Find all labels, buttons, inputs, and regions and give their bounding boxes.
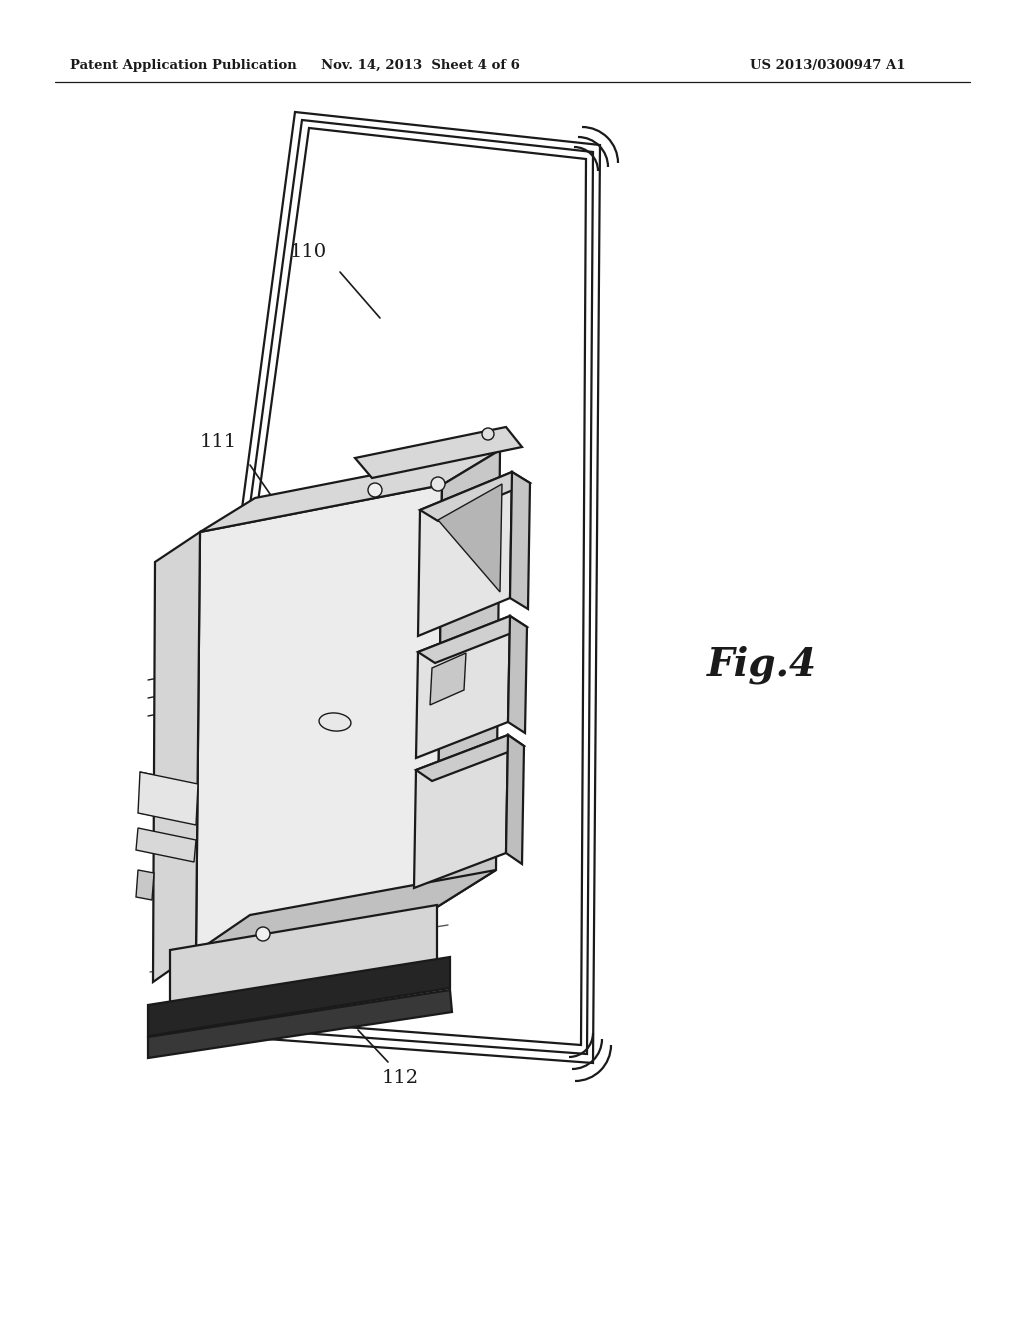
Text: Nov. 14, 2013  Sheet 4 of 6: Nov. 14, 2013 Sheet 4 of 6: [321, 58, 519, 71]
Polygon shape: [510, 473, 530, 609]
Circle shape: [368, 483, 382, 498]
Circle shape: [256, 927, 270, 941]
Polygon shape: [153, 532, 200, 982]
Polygon shape: [138, 772, 198, 825]
Polygon shape: [506, 735, 524, 865]
Polygon shape: [416, 616, 510, 758]
Polygon shape: [418, 616, 527, 663]
Circle shape: [431, 477, 445, 491]
Text: 112: 112: [381, 1069, 419, 1086]
Text: US 2013/0300947 A1: US 2013/0300947 A1: [750, 58, 905, 71]
Polygon shape: [437, 450, 500, 907]
Polygon shape: [430, 653, 466, 705]
Polygon shape: [170, 906, 437, 1016]
Polygon shape: [418, 473, 512, 636]
Polygon shape: [416, 735, 524, 781]
Polygon shape: [180, 120, 593, 1053]
Text: 111: 111: [200, 433, 237, 451]
Polygon shape: [355, 426, 522, 478]
Text: Patent Application Publication: Patent Application Publication: [70, 58, 297, 71]
Polygon shape: [196, 484, 442, 952]
Polygon shape: [438, 484, 502, 591]
Ellipse shape: [319, 713, 351, 731]
Polygon shape: [196, 870, 496, 952]
Polygon shape: [136, 828, 196, 862]
Polygon shape: [414, 735, 508, 888]
Text: 110: 110: [290, 243, 327, 261]
Polygon shape: [148, 990, 452, 1059]
Polygon shape: [148, 957, 450, 1036]
Circle shape: [482, 428, 494, 440]
Polygon shape: [508, 616, 527, 733]
Polygon shape: [420, 473, 530, 521]
Polygon shape: [188, 128, 586, 1045]
Polygon shape: [172, 112, 600, 1063]
Polygon shape: [136, 870, 154, 900]
Text: Fig.4: Fig.4: [707, 645, 817, 684]
Polygon shape: [200, 450, 500, 532]
